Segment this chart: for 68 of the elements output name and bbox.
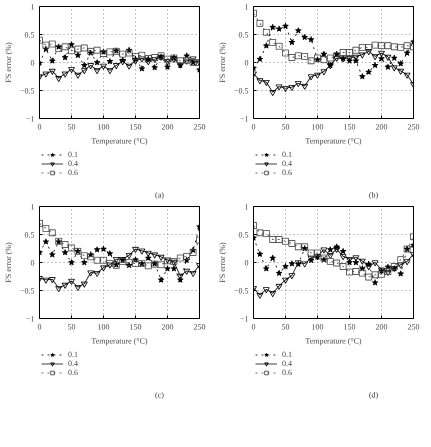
- y-tick-label: −1: [240, 314, 249, 324]
- x-tick-label: 50: [282, 122, 290, 132]
- y-tick-label: 0: [30, 58, 34, 68]
- text: (b): [368, 190, 378, 200]
- x-tick-label: 150: [344, 322, 356, 332]
- x-axis-title: Temperature (°C): [91, 136, 148, 146]
- y-tick-label: −0.5: [234, 286, 249, 296]
- y-tick-label: 0.5: [238, 30, 248, 40]
- x-tick-label: 0: [252, 322, 256, 332]
- x-tick-label: 200: [162, 122, 174, 132]
- x-axis-title: Temperature (°C): [91, 336, 148, 346]
- y-tick-label: −1: [240, 114, 249, 124]
- text: (d): [368, 390, 378, 400]
- x-tick-label: 0: [38, 122, 42, 132]
- x-tick-label: 0: [252, 122, 256, 132]
- legend-label: 0.4: [68, 159, 79, 168]
- y-tick-label: −0.5: [20, 286, 35, 296]
- y-tick-label: 0.5: [238, 230, 248, 240]
- y-tick-label: 0: [244, 258, 248, 268]
- y-tick-label: 0: [244, 58, 248, 68]
- x-tick-label: 100: [312, 122, 324, 132]
- y-tick-label: 1: [30, 202, 34, 212]
- legend-label: 0.4: [68, 359, 79, 368]
- x-tick-label: 200: [162, 322, 174, 332]
- legend-label: 0.6: [68, 368, 79, 377]
- legend-label: 0.1: [68, 150, 79, 159]
- legend-label: 0.6: [282, 368, 293, 377]
- y-tick-label: −1: [26, 114, 35, 124]
- legend-label: 0.6: [68, 168, 79, 177]
- y-tick-label: 0.5: [24, 30, 34, 40]
- legend-label: 0.6: [282, 168, 293, 177]
- text: (c): [155, 390, 164, 400]
- x-tick-label: 150: [130, 322, 142, 332]
- x-tick-label: 200: [376, 122, 388, 132]
- y-tick-label: 1: [244, 202, 248, 212]
- x-tick-label: 50: [282, 322, 290, 332]
- x-tick-label: 250: [408, 322, 420, 332]
- legend-label: 0.1: [282, 350, 293, 359]
- x-tick-label: 0: [38, 322, 42, 332]
- x-tick-label: 250: [194, 122, 206, 132]
- x-tick-label: 50: [68, 322, 76, 332]
- legend-label: 0.1: [282, 150, 293, 159]
- legend-label: 0.4: [282, 359, 293, 368]
- x-tick-label: 50: [68, 122, 76, 132]
- x-tick-label: 150: [344, 122, 356, 132]
- text: (a): [155, 190, 164, 200]
- y-axis-title: FS error (%): [4, 242, 13, 283]
- x-tick-label: 200: [376, 322, 388, 332]
- x-tick-label: 150: [130, 122, 142, 132]
- y-tick-label: −1: [26, 314, 35, 324]
- x-tick-label: 100: [98, 322, 110, 332]
- y-axis-title: FS error (%): [218, 42, 227, 83]
- x-tick-label: 100: [312, 322, 324, 332]
- x-axis-title: Temperature (°C): [305, 336, 362, 346]
- x-tick-label: 250: [194, 322, 206, 332]
- y-axis-title: FS error (%): [4, 42, 13, 83]
- x-tick-label: 100: [98, 122, 110, 132]
- y-tick-label: −0.5: [20, 86, 35, 96]
- y-tick-label: 1: [244, 2, 248, 12]
- legend-label: 0.1: [68, 350, 79, 359]
- y-tick-label: 1: [30, 2, 34, 12]
- y-axis-title: FS error (%): [218, 242, 227, 283]
- legend-label: 0.4: [282, 159, 293, 168]
- y-tick-label: 0: [30, 258, 34, 268]
- x-tick-label: 250: [408, 122, 420, 132]
- y-tick-label: −0.5: [234, 86, 249, 96]
- y-tick-label: 0.5: [24, 230, 34, 240]
- x-axis-title: Temperature (°C): [305, 136, 362, 146]
